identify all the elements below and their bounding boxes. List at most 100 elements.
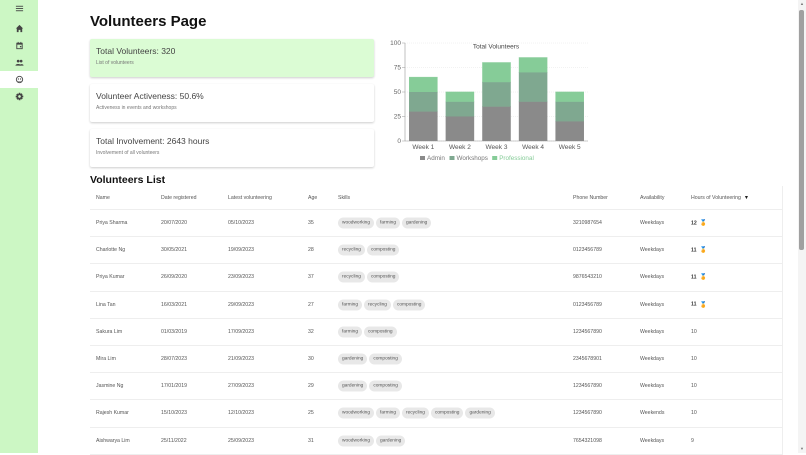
table-row[interactable]: Jasmine Ng 17/01/2019 27/09/2023 29 gardenin…	[90, 373, 782, 401]
cell-hours: 11 🏅	[691, 301, 707, 309]
legend-label[interactable]: Workshops	[457, 155, 488, 162]
bar-segment-workshops[interactable]	[445, 101, 475, 117]
column-header-label: Age	[308, 194, 318, 201]
column-header[interactable]: Availability	[640, 195, 664, 201]
bar-segment-professional[interactable]	[409, 77, 438, 92]
column-header[interactable]: Hours of Volunteering ▼	[691, 195, 749, 201]
legend-label[interactable]: Professional	[499, 155, 534, 162]
cell-latest: 05/10/2023	[228, 220, 254, 227]
bar-segment-professional[interactable]	[555, 92, 584, 102]
column-header[interactable]: Phone Number	[573, 195, 608, 201]
bar-segment-admin[interactable]	[409, 111, 438, 141]
table-row[interactable]: Aishwarya Lim 25/11/2022 25/09/2023 31 woodw…	[90, 428, 782, 455]
skill-chip[interactable]: farming	[376, 407, 400, 419]
bar-segment-admin[interactable]	[445, 116, 475, 142]
skill-chip[interactable]: composting	[369, 353, 402, 365]
menu-button[interactable]	[0, 0, 38, 17]
sidebar-item-home[interactable]	[0, 20, 38, 37]
legend-label[interactable]: Admin	[427, 155, 445, 162]
skill-chip[interactable]: farming	[338, 326, 362, 338]
skill-chip[interactable]: recycling	[402, 407, 429, 419]
cell-hours: 11 🏅	[691, 274, 707, 281]
skill-chip[interactable]: farming	[376, 217, 400, 229]
cell-availability: Weekdays	[640, 220, 665, 227]
skill-chip[interactable]: recycling	[338, 244, 365, 256]
bar-segment-professional[interactable]	[518, 57, 548, 73]
cell-age: 30	[308, 356, 314, 363]
column-header[interactable]: Name	[96, 195, 110, 201]
skill-chip[interactable]: recycling	[364, 299, 391, 311]
table-row[interactable]: Priya Sharma 20/07/2020 05/10/2023 35 woodwo…	[90, 210, 782, 238]
cell-name: Priya Kumar	[96, 274, 125, 281]
volunteers-table: Name Date registered Latest volunteering Ag…	[90, 186, 783, 455]
stat-card-total-volunteers[interactable]: Total Volunteers: 320 List of volunteers	[90, 39, 374, 77]
table-row[interactable]: Mira Lim 28/07/2023 21/09/2023 30 gardening c…	[90, 346, 782, 374]
scroll-thumb[interactable]	[799, 10, 804, 250]
skill-chip[interactable]: composting	[366, 244, 400, 256]
cell-phone: 0123456789	[573, 301, 602, 308]
page-scrollbar[interactable]: ▲ ▼	[798, 0, 806, 453]
skill-chip[interactable]: gardening	[338, 380, 368, 392]
skill-chip[interactable]: composting	[392, 299, 426, 311]
hours-value: 10	[691, 356, 697, 363]
cell-registered: 26/09/2020	[161, 274, 187, 281]
column-header[interactable]: Latest volunteering	[228, 195, 272, 201]
cell-hours: 11 🏅	[691, 247, 707, 254]
bar-segment-admin[interactable]	[518, 101, 548, 141]
scroll-up-icon[interactable]: ▲	[800, 1, 804, 6]
hours-value: 10	[691, 328, 697, 335]
skill-chip[interactable]: woodworking	[338, 217, 374, 229]
skill-chip[interactable]: recycling	[338, 271, 365, 283]
sidebar-item-calendar[interactable]	[0, 37, 38, 54]
skill-chip[interactable]: woodworking	[338, 435, 374, 447]
sidebar-item-volunteers[interactable]	[0, 71, 38, 88]
chart-title: Total Volunteers	[473, 44, 520, 51]
cell-name: Priya Sharma	[96, 220, 128, 227]
stat-card-involvement[interactable]: Total Involvement: 2643 hours Involvemen…	[90, 129, 374, 167]
sidebar-item-settings[interactable]	[0, 88, 38, 105]
skill-chip[interactable]: composting	[366, 271, 400, 283]
skill-chip[interactable]: gardening	[402, 217, 432, 229]
table-row[interactable]: Lina Tan 16/03/2021 29/09/2023 27 farming rec…	[90, 292, 782, 319]
cell-latest: 29/09/2023	[228, 301, 254, 308]
scroll-down-icon[interactable]: ▼	[800, 446, 804, 451]
cell-name: Mira Lim	[96, 356, 116, 363]
bar-segment-admin[interactable]	[482, 106, 511, 141]
table-row[interactable]: Sakura Lim 01/03/2019 17/09/2023 32 farming c…	[90, 319, 782, 346]
cell-hours: 10	[691, 329, 697, 335]
volunteer-icon	[15, 75, 23, 84]
skill-chip[interactable]: farming	[338, 299, 362, 311]
table-row[interactable]: Rajesh Kumar 15/10/2023 12/10/2023 25 woodwo…	[90, 400, 782, 428]
sort-desc-icon[interactable]: ▼	[743, 194, 750, 201]
column-header[interactable]: Skills	[338, 195, 350, 201]
skill-chip[interactable]: composting	[369, 380, 402, 392]
column-header[interactable]: Age	[308, 195, 317, 201]
cell-hours: 10	[691, 383, 697, 389]
column-header-label: Date registered	[161, 194, 197, 201]
skill-chip[interactable]: woodworking	[338, 407, 374, 419]
cell-name: Sakura Lim	[96, 328, 123, 335]
main-content: Volunteers Page Total Volunteers: 320 Li…	[38, 0, 798, 455]
skill-chip[interactable]: composting	[364, 326, 397, 338]
skill-chip[interactable]: gardening	[338, 353, 368, 365]
cell-availability: Weekdays	[640, 301, 665, 308]
cell-latest: 27/09/2023	[228, 383, 254, 390]
skill-chip[interactable]: composting	[430, 407, 464, 419]
column-header-label: Hours of Volunteering	[691, 194, 741, 201]
cell-age: 29	[308, 383, 314, 390]
skill-chip[interactable]: gardening	[376, 435, 406, 447]
bar-segment-admin[interactable]	[555, 121, 584, 141]
bar-segment-workshops[interactable]	[518, 72, 548, 102]
cell-name: Lina Tan	[96, 301, 116, 308]
bar-segment-workshops[interactable]	[482, 82, 511, 107]
stat-card-activeness[interactable]: Volunteer Activeness: 50.6% Activeness i…	[90, 84, 374, 122]
column-header[interactable]: Date registered	[161, 195, 196, 201]
bar-segment-workshops[interactable]	[555, 101, 584, 122]
sidebar-item-people[interactable]	[0, 54, 38, 71]
bar-segment-workshops[interactable]	[409, 92, 438, 112]
table-row[interactable]: Priya Kumar 26/09/2020 23/09/2023 37 recycli…	[90, 264, 782, 292]
bar-segment-professional[interactable]	[445, 92, 475, 102]
table-row[interactable]: Charlotte Ng 30/05/2021 19/09/2023 28 recycl…	[90, 237, 782, 265]
skill-chip[interactable]: gardening	[465, 407, 495, 419]
bar-segment-professional[interactable]	[482, 62, 511, 83]
